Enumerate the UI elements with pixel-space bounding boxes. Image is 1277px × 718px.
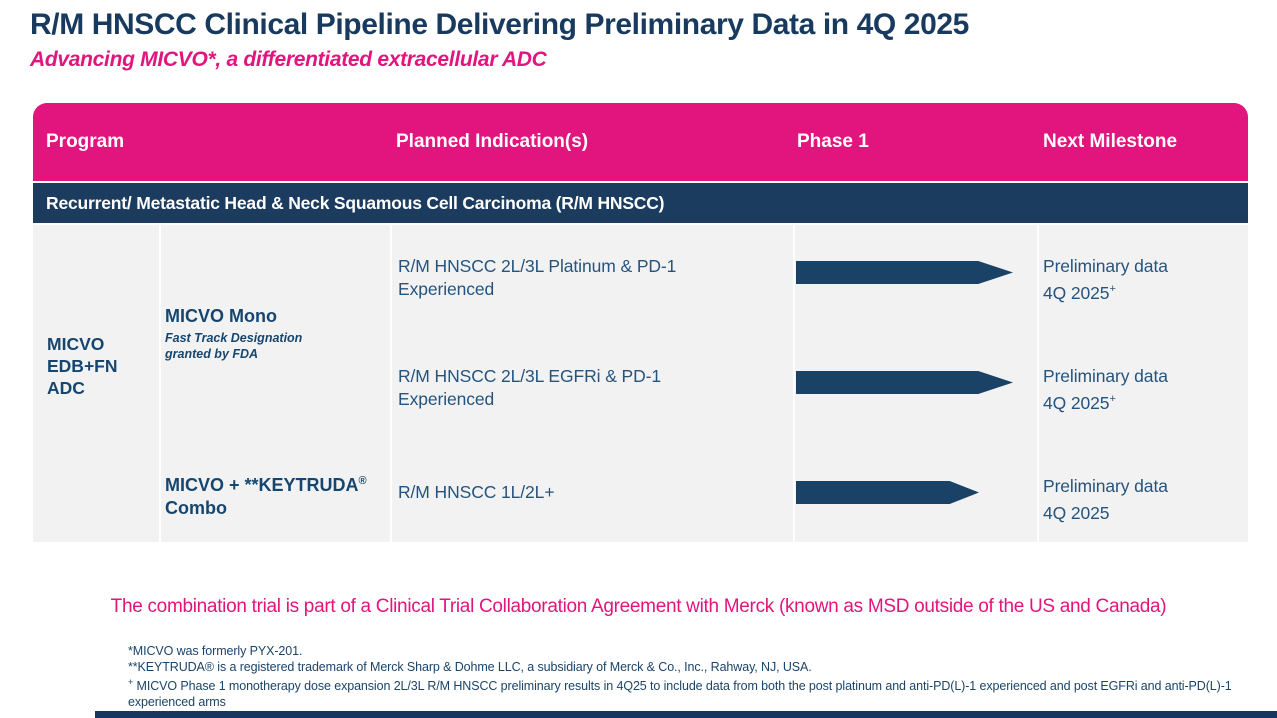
indication-line: Experienced [398,389,495,409]
subprogram-micvo-mono: MICVO Mono Fast Track Designation grante… [165,304,380,362]
milestone-row3: Preliminary data 4Q 2025 [1043,475,1243,525]
indication-line: R/M HNSCC 1L/2L+ [398,482,555,502]
program-name-line: MICVO [47,334,105,354]
indication-row2: R/M HNSCC 2L/3L EGFRi & PD-1 Experienced [398,365,778,411]
table-body: MICVO EDB+FN ADC MICVO Mono Fast Track D… [33,223,1248,542]
milestone-line: 4Q 2025+ [1043,278,1243,305]
milestone-date: 4Q 2025 [1043,392,1110,413]
fast-track-note-line: granted by FDA [165,347,259,361]
milestone-row2: Preliminary data 4Q 2025+ [1043,365,1243,415]
page-title: R/M HNSCC Clinical Pipeline Delivering P… [30,8,969,41]
subprogram-micvo-keytruda-combo: MICVO + **KEYTRUDA® Combo [165,470,395,520]
footnote-text-continued: experienced arms [128,694,226,709]
column-header-phase1: Phase 1 [797,131,869,152]
footnote-keytruda: **KEYTRUDA® is a registered trademark of… [128,659,812,674]
column-divider [1037,225,1039,542]
column-header-planned-indications: Planned Indication(s) [396,131,589,152]
milestone-line: Preliminary data [1043,476,1168,496]
program-name-cell: MICVO EDB+FN ADC [47,333,118,399]
subprogram-name-text: MICVO + **KEYTRUDA [165,475,359,495]
column-divider [390,225,392,542]
milestone-line: Preliminary data [1043,256,1168,276]
program-name-line: EDB+FN [47,356,118,376]
section-header-label: Recurrent/ Metastatic Head & Neck Squamo… [46,192,665,213]
footer-accent-bar [95,711,1277,718]
column-divider [793,225,795,542]
indication-line: Experienced [398,279,495,299]
section-header-rm-hnscc: Recurrent/ Metastatic Head & Neck Squamo… [33,181,1248,223]
footnotes: *MICVO was formerly PYX-201. **KEYTRUDA®… [128,644,1250,710]
fast-track-note: Fast Track Designation granted by FDA [165,330,380,362]
fast-track-note-line: Fast Track Designation [165,331,303,345]
footnote-text: MICVO Phase 1 monotherapy dose expansion… [133,679,1232,694]
subprogram-name: MICVO + **KEYTRUDA® [165,470,395,497]
phase1-progress-arrow-row1 [796,261,1013,284]
column-header-next-milestone: Next Milestone [1043,131,1178,152]
column-divider [159,225,161,542]
milestone-date: 4Q 2025 [1043,282,1110,303]
phase1-progress-arrow-row2 [796,371,1013,394]
table-header-row: Program Planned Indication(s) Phase 1 Ne… [33,103,1248,181]
indication-line: R/M HNSCC 2L/3L Platinum & PD-1 [398,256,677,276]
footnote-sup-marker: + [128,677,134,687]
collaboration-note: The combination trial is part of a Clini… [110,596,1167,617]
subprogram-name-line2: Combo [165,498,227,518]
milestone-footnote-marker: + [1109,283,1116,295]
indication-row1: R/M HNSCC 2L/3L Platinum & PD-1 Experien… [398,255,778,301]
subprogram-name: MICVO Mono [165,306,277,326]
pipeline-table: Program Planned Indication(s) Phase 1 Ne… [33,103,1248,542]
phase1-progress-arrow-row3 [796,481,979,504]
milestone-line: Preliminary data [1043,366,1168,386]
milestone-date: 4Q 2025 [1043,502,1110,523]
milestone-line: 4Q 2025 [1043,498,1243,525]
milestone-row1: Preliminary data 4Q 2025+ [1043,255,1243,305]
indication-line: R/M HNSCC 2L/3L EGFRi & PD-1 [398,366,661,386]
indication-row3: R/M HNSCC 1L/2L+ [398,481,778,504]
registered-trademark-symbol: ® [358,475,367,487]
page-subtitle: Advancing MICVO*, a differentiated extra… [30,48,547,71]
program-name-line: ADC [47,378,85,398]
footnote-micvo: *MICVO was formerly PYX-201. [128,644,303,658]
milestone-line: 4Q 2025+ [1043,388,1243,415]
milestone-footnote-marker: + [1109,393,1116,405]
footnote-phase1-expansion: + MICVO Phase 1 monotherapy dose expansi… [128,675,1250,710]
column-header-program: Program [46,131,125,152]
